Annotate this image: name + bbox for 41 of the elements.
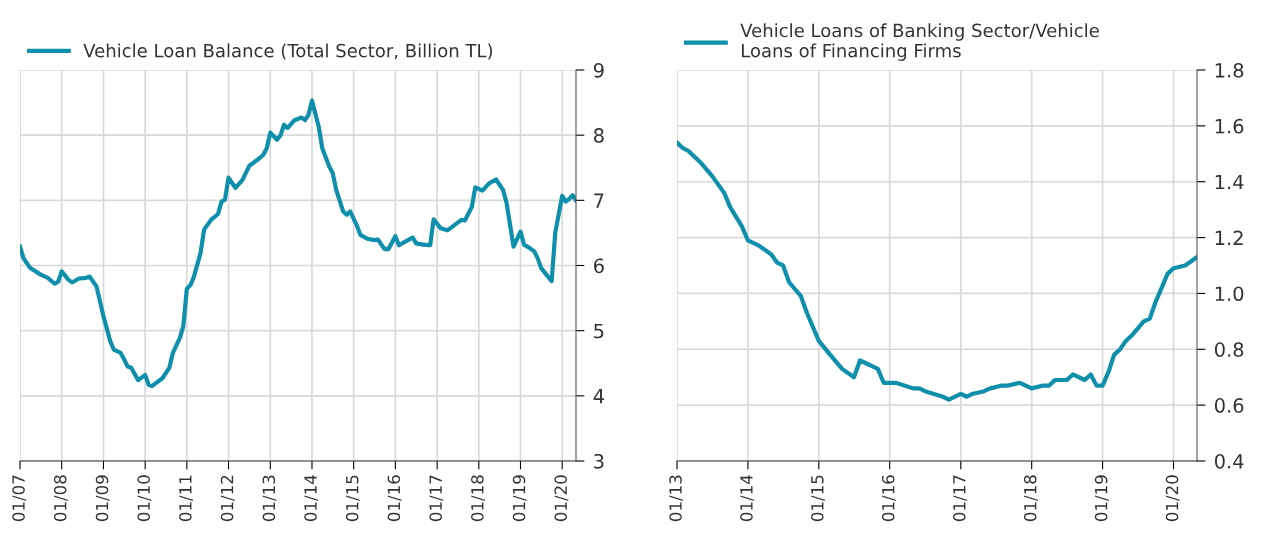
y-tick-label: 1.6: [1215, 118, 1244, 134]
x-tick-label: 01/08: [53, 475, 68, 522]
x-tick-label: 01/13: [669, 475, 684, 522]
legend-label: Vehicle Loan Balance (Total Sector, Billion TL): [83, 43, 493, 60]
y-tick-label: 7: [594, 193, 604, 208]
y-tick-label: 6: [594, 258, 604, 274]
x-tick-label: 01/20: [1165, 475, 1180, 522]
y-tick-label: 4: [593, 389, 604, 404]
x-tick-label: 01/07: [12, 475, 27, 522]
x-tick-label: 01/10: [137, 475, 152, 522]
y-tick-label: 8: [593, 128, 604, 143]
legend-label: Vehicle Loans of Banking Sector/Vehicle Loans of Financing Firms: [740, 23, 1099, 61]
y-tick-label: 9: [593, 62, 604, 78]
x-tick-label: 01/11: [179, 475, 193, 522]
x-tick-label: 01/15: [345, 475, 360, 522]
x-tick-label: 01/16: [881, 475, 896, 522]
x-tick-label: 01/16: [387, 475, 402, 522]
y-tick-label: 3: [594, 453, 604, 469]
x-tick-label: 01/20: [554, 475, 569, 522]
y-tick-label: 1.8: [1215, 62, 1244, 78]
y-tick-label: 5: [594, 323, 604, 339]
x-tick-label: 01/13: [262, 475, 277, 522]
x-tick-label: 01/19: [512, 475, 527, 522]
x-tick-label: 01/17: [429, 475, 444, 522]
x-tick-label: 01/14: [304, 475, 319, 522]
x-tick-label: 01/09: [95, 475, 110, 522]
y-tick-label: 0.6: [1214, 398, 1244, 413]
x-tick-label: 01/18: [471, 475, 485, 522]
x-tick-label: 01/17: [953, 475, 967, 522]
x-tick-label: 01/19: [1094, 475, 1109, 522]
line-series: [677, 140, 1197, 402]
x-tick-label: 01/18: [1023, 475, 1038, 522]
y-tick-label: 1.2: [1215, 230, 1243, 245]
x-tick-label: 01/12: [220, 475, 235, 522]
y-tick-label: 1.4: [1215, 174, 1244, 190]
y-tick-label: 1.0: [1215, 286, 1244, 302]
line-series: [20, 98, 576, 389]
x-tick-label: 01/14: [740, 475, 755, 522]
y-tick-label: 0.8: [1214, 342, 1244, 357]
y-tick-label: 0.4: [1214, 453, 1244, 469]
x-tick-label: 01/15: [811, 475, 825, 522]
